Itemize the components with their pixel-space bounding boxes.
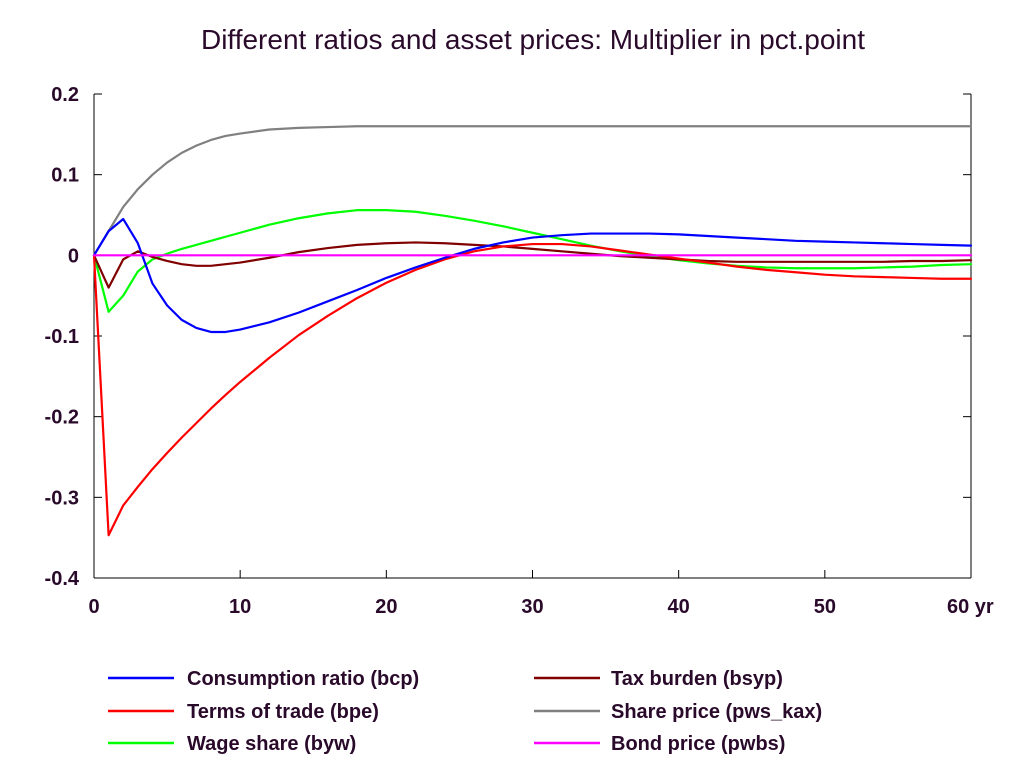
x-tick-label: 20 — [375, 596, 397, 618]
x-tick-label: 60 yr — [947, 596, 994, 618]
y-tick-label: 0.2 — [51, 84, 79, 106]
x-tick-label: 30 — [521, 596, 543, 618]
series-line-share-price — [92, 125, 973, 257]
series-lines — [92, 125, 973, 537]
legend-item-bond-price: Bond price (pwbs) — [534, 733, 785, 755]
y-tick-label: -0.3 — [45, 487, 79, 509]
x-tick-label: 40 — [668, 596, 690, 618]
legend-label: Bond price (pwbs) — [611, 733, 785, 755]
legend-label: Wage share (byw) — [187, 733, 356, 755]
x-tick-label: 10 — [229, 596, 251, 618]
legend-item-consumption-ratio: Consumption ratio (bcp) — [108, 668, 419, 690]
plot-frame — [93, 94, 972, 579]
series-line-wage-share — [92, 209, 973, 313]
legend-label: Consumption ratio (bcp) — [187, 668, 419, 690]
axis-tick-labels: 0.2 0.1 0 -0.1 -0.2 -0.3 -0.4 0 10 20 30 40 50 60 yr — [45, 84, 994, 618]
series-line-terms-of-trade — [92, 242, 973, 537]
y-tick-label: 0 — [68, 245, 79, 267]
x-tick-label: 0 — [88, 596, 99, 618]
legend-item-terms-of-trade: Terms of trade (bpe) — [108, 701, 379, 723]
y-tick-label: 0.1 — [51, 165, 79, 187]
series-line-tax-burden — [92, 241, 973, 289]
legend-label: Terms of trade (bpe) — [187, 701, 379, 723]
legend-label: Tax burden (bsyp) — [611, 668, 783, 690]
legend-item-tax-burden: Tax burden (bsyp) — [534, 668, 783, 690]
legend-item-share-price: Share price (pws_kax) — [534, 701, 822, 723]
y-tick-label: -0.2 — [45, 407, 79, 429]
legend: Consumption ratio (bcp) Terms of trade (b… — [108, 668, 822, 755]
axis-ticks — [93, 93, 972, 579]
y-tick-label: -0.1 — [45, 326, 79, 348]
legend-label: Share price (pws_kax) — [611, 701, 822, 723]
x-tick-label: 50 — [814, 596, 836, 618]
series-line-consumption-ratio — [92, 217, 973, 334]
y-tick-label: -0.4 — [45, 568, 80, 590]
legend-item-wage-share: Wage share (byw) — [108, 733, 356, 755]
chart-title: Different ratios and asset prices: Multi… — [201, 24, 865, 55]
